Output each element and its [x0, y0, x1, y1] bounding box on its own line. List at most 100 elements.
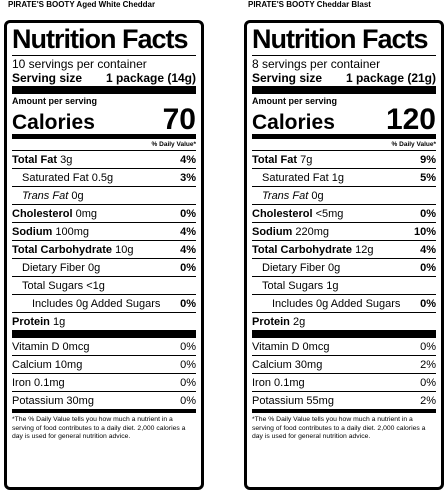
nutrient-amount: 220mg — [295, 225, 330, 238]
nutrient-row: Potassium 55mg 2% — [252, 392, 436, 409]
nutrient: Sodium 100mg — [12, 226, 89, 238]
calories: Calories 120 — [252, 105, 436, 135]
daily-value: 4% — [420, 243, 436, 256]
nutrient-row: Includes 0g Added Sugars 0% — [252, 295, 436, 313]
daily-value: 0% — [180, 297, 196, 310]
nutrient-name: Total Carbohydrate — [12, 243, 113, 256]
nutrient: Total Carbohydrate 12g — [252, 244, 373, 256]
nutrient-name: Vitamin D — [252, 340, 300, 353]
divider — [252, 409, 436, 413]
nutrient-name: Total Carbohydrate — [252, 243, 353, 256]
nutrient-amount: 0g — [71, 189, 84, 202]
calories-label: Calories — [12, 111, 95, 134]
nutrient: Calcium 30mg — [252, 359, 322, 371]
calories-label: Calories — [252, 111, 335, 134]
divider — [252, 330, 436, 338]
amount-per-serving: Amount per serving — [12, 96, 98, 106]
nutrient-name: Potassium — [12, 394, 64, 407]
daily-value: 2% — [420, 358, 436, 371]
nutrient: Includes 0g Added Sugars — [12, 298, 160, 310]
nutrient-name: Total Sugars — [22, 279, 84, 292]
serving-size: Serving size 1 package (14g) — [12, 71, 196, 86]
nutrient-name: Protein — [12, 315, 50, 328]
nutrient-amount: 30mg — [66, 394, 94, 407]
nutrient-amount: 2g — [292, 315, 306, 328]
nutrient-row: Saturated Fat 1g 5% — [252, 169, 436, 187]
heading: Nutrition Facts — [12, 23, 196, 56]
dv-header: % Daily Value* — [12, 139, 196, 151]
nutrient-amount: 0mcg — [302, 340, 330, 353]
nutrient-amount: 0.5g — [91, 171, 114, 184]
nutrient-name: Trans Fat — [22, 189, 69, 202]
daily-value: 0% — [420, 376, 436, 389]
calories: Calories 70 — [12, 103, 196, 136]
serving-size-value: 1 package (14g) — [105, 71, 196, 85]
nutrient-name: Dietary Fiber — [22, 261, 85, 274]
nutrient-name: Total Fat — [12, 153, 58, 166]
nutrient: Sodium 220mg — [252, 226, 329, 238]
nutrient-amount: 1g — [52, 315, 66, 328]
nutrient-row: Protein 1g — [12, 313, 196, 330]
daily-value: 0% — [180, 376, 196, 389]
nutrient: Potassium 55mg — [252, 395, 334, 407]
nutrient: Trans Fat 0g — [12, 190, 84, 202]
dv-header: % Daily Value* — [252, 139, 436, 151]
nutrient: Iron 0.1mg — [252, 377, 305, 389]
nutrient-name: Dietary Fiber — [262, 261, 325, 274]
nutrient: Iron 0.1mg — [12, 377, 65, 389]
nutrient-name: Saturated Fat — [262, 171, 329, 184]
nutrient-amount: <5mg — [315, 207, 344, 220]
nutrient: Total Carbohydrate 10g — [12, 244, 133, 256]
nutrient-name: Iron — [252, 376, 271, 389]
nutrient-row: Sodium 100mg 4% — [12, 223, 196, 241]
nutrient: Cholesterol 0mg — [12, 208, 97, 220]
nutrient-row: Includes 0g Added Sugars 0% — [12, 295, 196, 313]
daily-value: 4% — [180, 225, 196, 238]
divider — [12, 409, 196, 413]
nutrient-row: Saturated Fat 0.5g 3% — [12, 169, 196, 187]
nutrient-name: Cholesterol — [252, 207, 313, 220]
nutrient-amount: 30mg — [294, 358, 323, 371]
nutrient: Calcium 10mg — [12, 359, 82, 371]
nutrient-amount: 0g — [328, 261, 341, 274]
nutrient-row: Dietary Fiber 0g 0% — [252, 259, 436, 277]
daily-value: 10% — [413, 225, 436, 238]
nutrient-amount: 0.1mg — [274, 376, 305, 389]
nutrient-name: Includes 0g Added Sugars — [32, 297, 161, 310]
nutrient-amount: 0g — [311, 189, 324, 202]
divider — [12, 86, 196, 94]
product-name: PIRATE'S BOOTY Cheddar Blast — [248, 0, 371, 9]
nutrient-row: Total Fat 3g 4% — [12, 151, 196, 169]
divider — [12, 134, 196, 139]
amount-per-serving: Amount per serving — [252, 96, 338, 106]
nutrient: Dietary Fiber 0g — [252, 262, 340, 274]
nutrient-row: Sodium 220mg 10% — [252, 223, 436, 241]
vitamins: Vitamin D 0mcg 0% Calcium 10mg 0% Iron 0.1mg… — [12, 338, 196, 409]
nutrient-name: Protein — [252, 315, 290, 328]
nutrient-row: Vitamin D 0mcg 0% — [12, 338, 196, 356]
nutrient-name: Cholesterol — [12, 207, 73, 220]
daily-value: 0% — [180, 358, 196, 371]
nutrient-amount: 0.1mg — [34, 376, 65, 389]
nutrient-row: Total Fat 7g 9% — [252, 151, 436, 169]
nutrient-amount: <1g — [86, 279, 105, 292]
nutrient-row: Trans Fat 0g — [12, 187, 196, 205]
servings: 10 servings per container — [12, 57, 147, 71]
nutrient: Protein 1g — [12, 316, 65, 328]
nutrition-label: Nutrition Facts 10 servings per container… — [4, 20, 204, 490]
nutrient-amount: 1g — [331, 171, 344, 184]
divider — [252, 86, 436, 94]
nutrient-row: Calcium 10mg 0% — [12, 356, 196, 374]
nutrient-name: Potassium — [252, 394, 304, 407]
nutrient-amount: 0mg — [75, 207, 97, 220]
nutrient-name: Saturated Fat — [22, 171, 89, 184]
nutrient: Total Sugars <1g — [12, 280, 105, 292]
daily-value: 0% — [180, 261, 196, 274]
servings: 8 servings per container — [252, 57, 381, 71]
daily-value: 3% — [180, 171, 196, 184]
nutrient-row: Total Sugars 1g — [252, 277, 436, 295]
nutrient-row: Calcium 30mg 2% — [252, 356, 436, 374]
nutrient-amount: 7g — [300, 153, 313, 166]
daily-value: 0% — [420, 340, 436, 353]
calories-value: 70 — [162, 103, 196, 136]
